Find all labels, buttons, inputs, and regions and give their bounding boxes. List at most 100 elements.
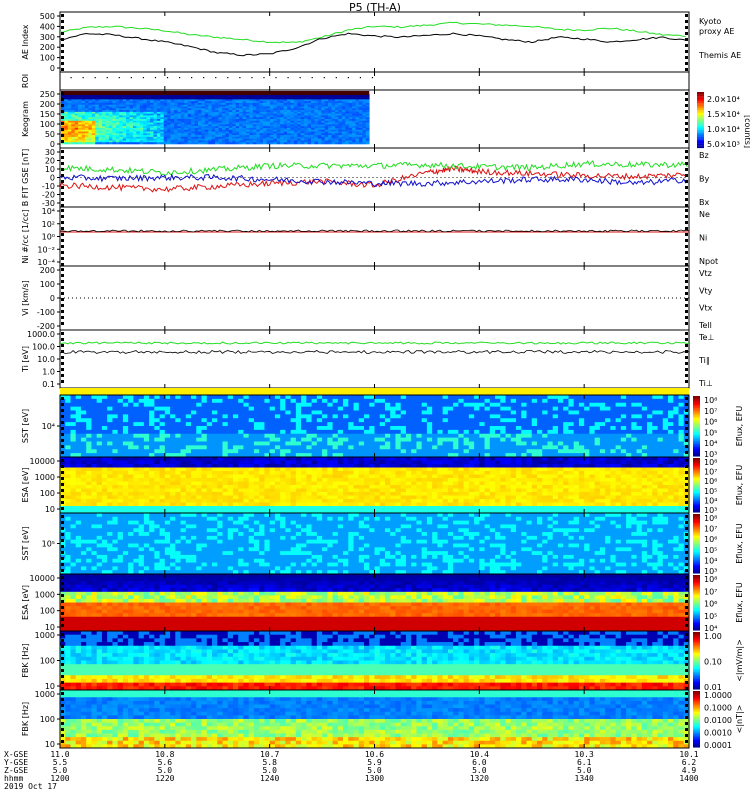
keogram-cell [119,133,123,136]
spectrogram-cell [474,426,480,431]
keogram-cell [187,101,192,104]
minor-tick [61,362,64,365]
keogram-cell [71,142,76,145]
keogram-cell [132,110,137,113]
keogram-cell [283,124,288,127]
spectrogram-cell [107,422,113,427]
spectrogram-cell [594,453,601,458]
keogram-cell [115,140,120,143]
minor-tick [61,56,64,59]
spectrogram-cell [584,395,590,400]
keogram-cell [84,131,89,134]
keogram-cell [266,106,271,109]
spectrogram-cell [201,445,208,450]
spectrogram-cell [458,418,465,423]
keogram-cell [150,104,154,107]
spectrogram-cell [594,422,601,427]
keogram-cell [156,102,161,106]
spectrogram-cell [547,437,554,442]
y-tick-label: 30 [45,148,55,157]
keogram-cell [280,135,284,138]
spectrogram-cell [138,433,145,439]
keogram-cell [129,138,134,141]
spectrogram-cell [91,410,98,415]
spectrogram-cell [489,441,496,446]
keogram-cell [102,142,106,145]
keogram-cell [153,102,158,106]
keogram-cell [153,124,158,127]
spectrogram-cell [212,402,218,408]
keogram-cell [167,106,171,109]
spectrogram-cell [432,406,438,411]
keogram-cell [287,117,291,120]
keogram-cell [108,142,113,145]
spectrogram-cell [70,410,77,415]
spectrogram-cell [133,426,140,431]
spectrogram-cell [489,414,496,419]
keogram-cell [273,99,278,102]
keogram-cell [81,126,86,129]
keogram-cell [321,124,326,127]
spectrogram-cell [662,406,669,411]
spectrogram-cell [516,418,522,423]
keogram-cell [174,115,178,118]
keogram-cell [163,140,168,143]
keogram-cell [276,108,281,111]
keogram-cell [115,113,120,116]
spectrogram-cell [65,398,71,404]
spectrogram-cell [175,410,181,415]
keogram-cell [119,106,123,109]
spectrogram-cell [474,449,480,454]
spectrogram-cell [253,453,260,458]
spectrogram-cell [405,410,412,415]
keogram-cell [256,120,260,123]
spectrogram-cell [86,449,92,454]
keogram-cell [78,122,82,125]
spectrogram-cell [411,445,417,450]
spectrogram-cell [60,485,66,489]
colorbar-segment [693,414,700,417]
spectrogram-cell [526,426,533,431]
spectrogram-cell [295,453,302,458]
spectrogram-cell [489,395,496,400]
keogram-cell [324,101,329,104]
keogram-cell [338,127,343,131]
keogram-cell [136,127,141,131]
keogram-cell [71,108,76,111]
keogram-cell [345,101,350,104]
keogram-cell [314,95,319,98]
spectrogram-cell [80,406,87,411]
keogram-cell [300,142,305,145]
spectrogram-cell [353,414,360,419]
colorbar-segment [693,417,700,420]
spectrogram-cell [374,402,381,408]
keogram-cell [177,99,182,102]
keogram-cell [156,95,161,98]
spectrogram-cell [589,426,596,431]
keogram-cell [146,136,151,139]
roi-dot [335,77,337,79]
keogram-cell [252,140,257,143]
keogram-cell [365,120,370,123]
keogram-cell [177,95,182,98]
keogram-cell [225,124,230,127]
keogram-cell [105,117,110,120]
keogram-cell [146,119,151,122]
keogram-cell [300,102,305,106]
spectrogram-cell [217,449,223,454]
keogram-cell [242,120,247,123]
spectrogram-cell [584,410,590,415]
spectrogram-cell [170,426,176,431]
keogram-cell [126,111,130,114]
spectrogram-cell [154,449,160,454]
spectrogram-cell [390,449,396,454]
spectrogram-cell [164,414,171,419]
spectrogram-cell [458,402,465,408]
keogram-cell [201,113,206,116]
spectrogram-cell [400,449,407,454]
overview-band [60,388,689,395]
keogram-cell [64,129,69,132]
spectrogram-cell [348,429,354,435]
spectrogram-cell [484,441,491,446]
keogram-cell [273,102,278,106]
